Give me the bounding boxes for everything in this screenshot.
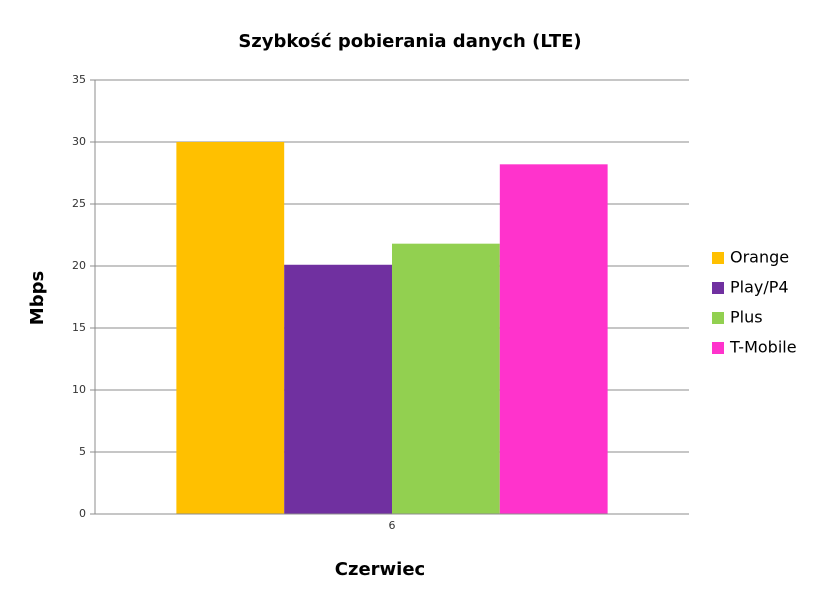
bar	[392, 243, 500, 514]
legend-label: Orange	[730, 248, 789, 267]
legend-label: T-Mobile	[729, 338, 797, 357]
legend-swatch	[712, 312, 724, 324]
chart-title: Szybkość pobierania danych (LTE)	[238, 31, 581, 52]
bar	[499, 164, 608, 514]
legend-swatch	[712, 282, 724, 294]
x-tick-label: 6	[389, 519, 396, 532]
y-tick-label: 5	[79, 445, 86, 458]
y-tick-label: 10	[72, 383, 86, 396]
legend-label: Plus	[730, 308, 763, 327]
legend-swatch	[712, 252, 724, 264]
legend-label: Play/P4	[730, 278, 789, 297]
y-tick-label: 20	[72, 259, 86, 272]
y-tick-label: 25	[72, 197, 86, 210]
y-tick-label: 35	[72, 73, 86, 86]
y-axis-title: Mbps	[27, 271, 48, 325]
bar	[284, 264, 392, 514]
y-tick-label: 15	[72, 321, 86, 334]
bar	[176, 142, 285, 514]
legend-swatch	[712, 342, 724, 354]
x-axis-title: Czerwiec	[335, 559, 425, 580]
y-tick-label: 30	[72, 135, 86, 148]
y-tick-label: 0	[79, 507, 86, 520]
